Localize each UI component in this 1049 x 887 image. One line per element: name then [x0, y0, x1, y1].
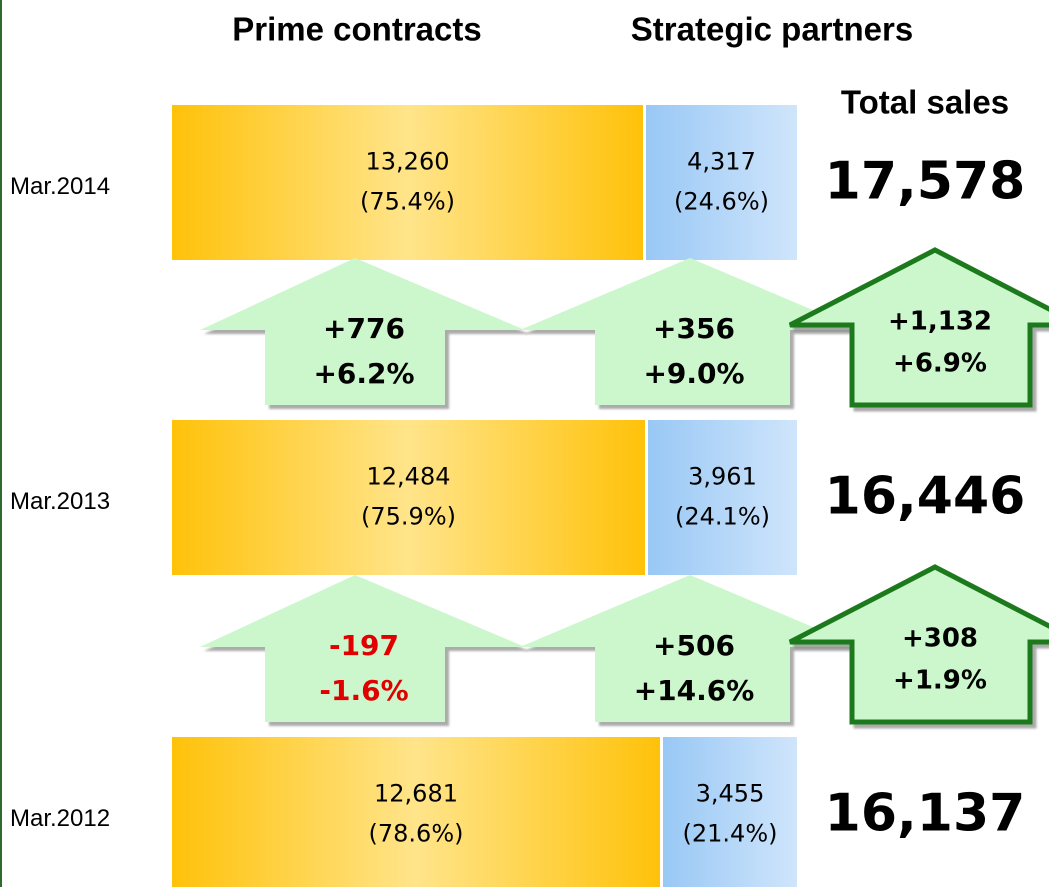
change-arrow [200, 575, 525, 722]
partners-share: (24.1%) [675, 503, 770, 531]
prime-change: +776 [323, 312, 405, 345]
change-arrow [520, 575, 860, 722]
total-value: 17,578 [825, 152, 1026, 212]
prime-change: +6.2% [313, 357, 414, 390]
total-value: 16,137 [825, 784, 1026, 844]
prime-change: -197 [329, 629, 399, 662]
prime-share: (75.4%) [360, 188, 455, 216]
prime-value: 12,681 [374, 780, 458, 808]
partners-change: +356 [653, 312, 735, 345]
change-arrow [520, 258, 860, 405]
total-change: +308 [902, 624, 978, 654]
prime-value: 12,484 [367, 463, 451, 491]
prime-bar [172, 737, 660, 887]
partners-bar [646, 105, 797, 260]
partners-value: 3,961 [688, 463, 757, 491]
partners-change: +9.0% [643, 357, 744, 390]
prime-bar [172, 420, 645, 575]
partners-bar [648, 420, 797, 575]
total-value: 16,446 [825, 467, 1026, 527]
date-label: Mar.2013 [10, 488, 110, 515]
date-label: Mar.2012 [10, 805, 110, 832]
prime-bar [172, 105, 643, 260]
date-label: Mar.2014 [10, 173, 110, 200]
prime-change: -1.6% [319, 674, 408, 707]
partners-share: (24.6%) [674, 188, 769, 216]
prime-value: 13,260 [366, 148, 450, 176]
partners-value: 3,455 [696, 780, 765, 808]
partners-bar [663, 737, 797, 887]
partners-share: (21.4%) [683, 820, 778, 848]
change-arrow [200, 258, 525, 405]
header-total: Total sales [841, 84, 1009, 121]
left-border [0, 0, 2, 887]
header-partners: Strategic partners [631, 11, 913, 48]
partners-change: +506 [653, 629, 735, 662]
total-change-arrow [788, 564, 1049, 725]
total-change-arrow [788, 247, 1049, 408]
prime-share: (78.6%) [369, 820, 464, 848]
total-change: +6.9% [893, 349, 987, 379]
total-change: +1,132 [888, 307, 992, 337]
partners-change: +14.6% [634, 674, 755, 707]
prime-share: (75.9%) [361, 503, 456, 531]
partners-value: 4,317 [687, 148, 756, 176]
header-prime: Prime contracts [232, 11, 481, 48]
total-change: +1.9% [893, 666, 987, 696]
